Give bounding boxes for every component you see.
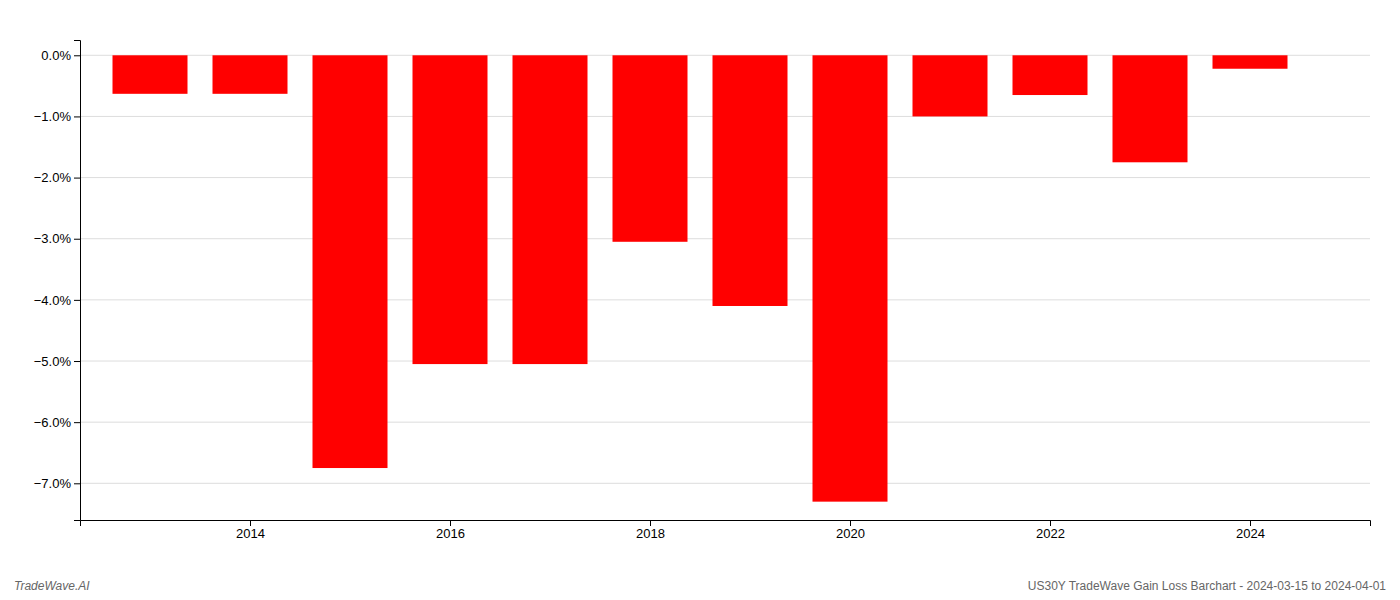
x-tick: 2022: [1036, 520, 1065, 541]
y-tick-label: −1.0%: [34, 109, 72, 124]
y-tick-mark: [74, 300, 80, 301]
y-tick-mark: [74, 483, 80, 484]
x-tick: 2014: [236, 520, 265, 541]
bar: [113, 55, 188, 94]
y-tick: −5.0%: [34, 354, 80, 369]
y-tick-mark: [74, 178, 80, 179]
x-tick: 2020: [836, 520, 865, 541]
y-axis-line: [74, 41, 81, 521]
y-tick-label: −3.0%: [34, 231, 72, 246]
y-tick: −4.0%: [34, 293, 80, 308]
y-tick: −3.0%: [34, 231, 80, 246]
x-tick-label: 2020: [836, 526, 865, 541]
y-tick-label: −4.0%: [34, 293, 72, 308]
plot-area: [113, 55, 1288, 501]
bar: [1213, 55, 1288, 68]
y-tick-label: −5.0%: [34, 354, 72, 369]
y-tick-label: −6.0%: [34, 415, 72, 430]
bar: [513, 55, 588, 364]
x-tick-mark: [450, 520, 451, 526]
x-axis-line: [81, 521, 1371, 527]
chart-container: 0.0% −1.0% −2.0% −3.0% −4.0% −5.0% −6.0% −7.0% 2…: [0, 0, 1400, 600]
y-tick-label: −2.0%: [34, 170, 72, 185]
y-tick-mark: [74, 361, 80, 362]
x-tick-mark: [1050, 520, 1051, 526]
bar: [613, 55, 688, 241]
bar: [1013, 55, 1088, 95]
grid: [80, 55, 1370, 483]
y-tick: 0.0%: [41, 48, 80, 63]
bar: [213, 55, 288, 94]
x-tick-label: 2022: [1036, 526, 1065, 541]
x-tick: 2018: [636, 520, 665, 541]
footer-left: TradeWave.AI: [14, 579, 90, 593]
y-tick-mark: [74, 116, 80, 117]
y-tick-label: 0.0%: [41, 48, 71, 63]
bar: [813, 55, 888, 501]
x-tick-label: 2014: [236, 526, 265, 541]
bar: [913, 55, 988, 116]
y-axis: 0.0% −1.0% −2.0% −3.0% −4.0% −5.0% −6.0% −7.0%: [34, 41, 81, 521]
y-tick-mark: [74, 422, 80, 423]
y-tick-mark: [74, 55, 80, 56]
footer-right: US30Y TradeWave Gain Loss Barchart - 202…: [1028, 579, 1387, 593]
y-tick: −2.0%: [34, 170, 80, 185]
bar: [713, 55, 788, 306]
x-tick-mark: [250, 520, 251, 526]
y-tick: −1.0%: [34, 109, 80, 124]
bar: [1113, 55, 1188, 162]
bar: [313, 55, 388, 468]
y-tick-label: −7.0%: [34, 476, 72, 491]
x-tick-mark: [650, 520, 651, 526]
x-tick: 2016: [436, 520, 465, 541]
grid-line: [80, 422, 1370, 423]
grid-line: [80, 483, 1370, 484]
x-axis: 2014 2016 2018 2020 2022 2024: [81, 520, 1371, 541]
y-tick-mark: [74, 239, 80, 240]
x-tick-mark: [850, 520, 851, 526]
bar: [413, 55, 488, 364]
x-tick-label: 2016: [436, 526, 465, 541]
y-tick: −7.0%: [34, 476, 80, 491]
y-tick: −6.0%: [34, 415, 80, 430]
x-tick-label: 2018: [636, 526, 665, 541]
chart-svg: 0.0% −1.0% −2.0% −3.0% −4.0% −5.0% −6.0% −7.0% 2…: [0, 0, 1400, 600]
x-tick-label: 2024: [1236, 526, 1265, 541]
x-tick-mark: [1250, 520, 1251, 526]
grid-line: [80, 361, 1370, 362]
x-tick: 2024: [1236, 520, 1265, 541]
